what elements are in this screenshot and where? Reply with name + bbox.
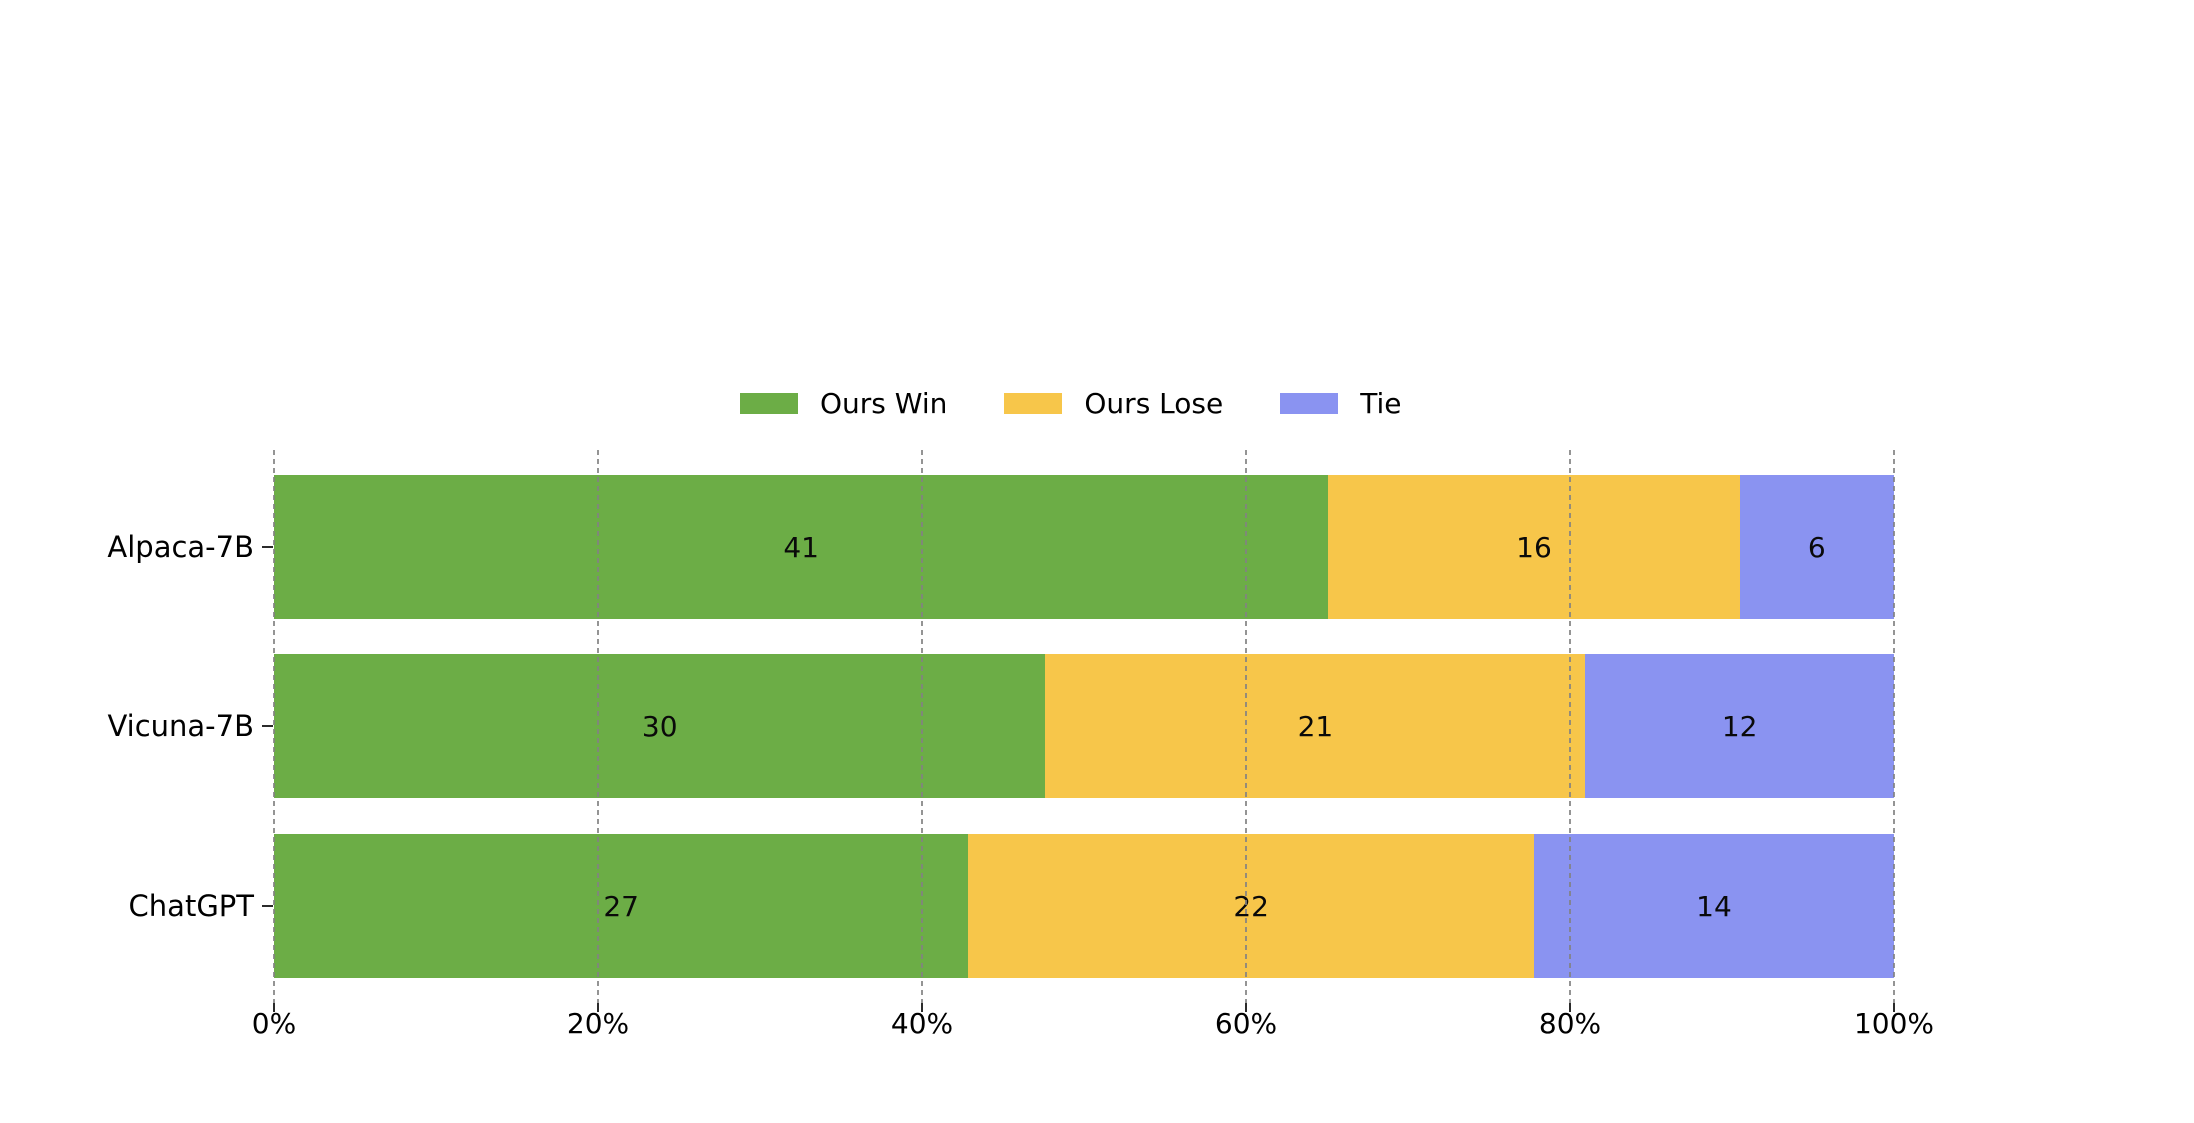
y-tick-mark — [262, 546, 273, 548]
legend-label-ours-win: Ours Win — [820, 387, 948, 420]
bar-value-label: 21 — [1297, 709, 1334, 743]
bar-segment-chatgpt-ours-lose: 22 — [968, 834, 1534, 978]
bar-segment-chatgpt-tie: 14 — [1533, 834, 1894, 978]
x-axis-label-0pct: 0% — [251, 1007, 297, 1040]
gridline-20pct — [597, 450, 599, 1003]
bar-value-label: 27 — [603, 889, 639, 923]
x-axis-label-100pct: 100% — [1853, 1007, 1935, 1040]
bar-segment-vicuna-tie: 12 — [1585, 654, 1894, 798]
x-axis-label-40pct: 40% — [890, 1007, 954, 1040]
x-tick-mark — [1245, 1003, 1247, 1012]
bar-segment-alpaca-ours-lose: 16 — [1328, 475, 1740, 619]
legend-item-tie: Tie — [1280, 387, 1401, 420]
gridline-60pct — [1245, 450, 1247, 1003]
y-axis-label-vicuna-7b: Vicuna-7B — [107, 709, 254, 743]
legend-label-ours-lose: Ours Lose — [1084, 387, 1224, 420]
x-tick-mark — [1893, 1003, 1895, 1012]
bar-row-alpaca-7b: 41 16 6 — [274, 475, 1894, 619]
bar-value-label: 12 — [1721, 709, 1758, 743]
x-tick-mark — [273, 1003, 275, 1012]
x-tick-mark — [1569, 1003, 1571, 1012]
bar-segment-vicuna-ours-lose: 21 — [1045, 654, 1586, 798]
gridline-0pct — [273, 450, 275, 1003]
legend-label-tie: Tie — [1360, 387, 1402, 420]
bar-segment-chatgpt-ours-win: 27 — [274, 834, 969, 978]
x-tick-mark — [921, 1003, 923, 1012]
legend: Ours Win Ours Lose Tie — [740, 387, 1401, 420]
legend-swatch-tie-icon — [1280, 393, 1339, 414]
legend-item-ours-lose: Ours Lose — [1004, 387, 1223, 420]
bar-segment-vicuna-ours-win: 30 — [274, 654, 1046, 798]
x-axis-label-20pct: 20% — [566, 1007, 630, 1040]
bar-segment-alpaca-ours-win: 41 — [274, 475, 1329, 619]
bar-value-label: 14 — [1696, 889, 1732, 923]
bar-value-label: 41 — [783, 530, 819, 564]
legend-swatch-ours-win-icon — [740, 393, 798, 414]
bar-segment-alpaca-tie: 6 — [1739, 475, 1894, 619]
y-axis-label-chatgpt: ChatGPT — [128, 889, 254, 923]
gridline-100pct — [1893, 450, 1895, 1003]
plot-area: 41 16 6 30 21 12 27 22 — [273, 450, 1895, 1003]
bar-value-label: 6 — [1807, 530, 1826, 564]
x-tick-mark — [597, 1003, 599, 1012]
y-tick-mark — [262, 905, 273, 907]
bar-row-chatgpt: 27 22 14 — [274, 834, 1894, 978]
y-tick-mark — [262, 725, 273, 727]
bar-row-vicuna-7b: 30 21 12 — [274, 654, 1894, 798]
y-axis-label-alpaca-7b: Alpaca-7B — [107, 530, 254, 564]
bar-value-label: 30 — [641, 709, 678, 743]
x-axis-label-60pct: 60% — [1214, 1007, 1278, 1040]
bar-value-label: 16 — [1516, 530, 1552, 564]
legend-item-ours-win: Ours Win — [740, 387, 947, 420]
x-axis-label-80pct: 80% — [1538, 1007, 1602, 1040]
legend-swatch-ours-lose-icon — [1004, 393, 1063, 414]
bar-value-label: 22 — [1233, 889, 1269, 923]
gridline-80pct — [1569, 450, 1571, 1003]
gridline-40pct — [921, 450, 923, 1003]
